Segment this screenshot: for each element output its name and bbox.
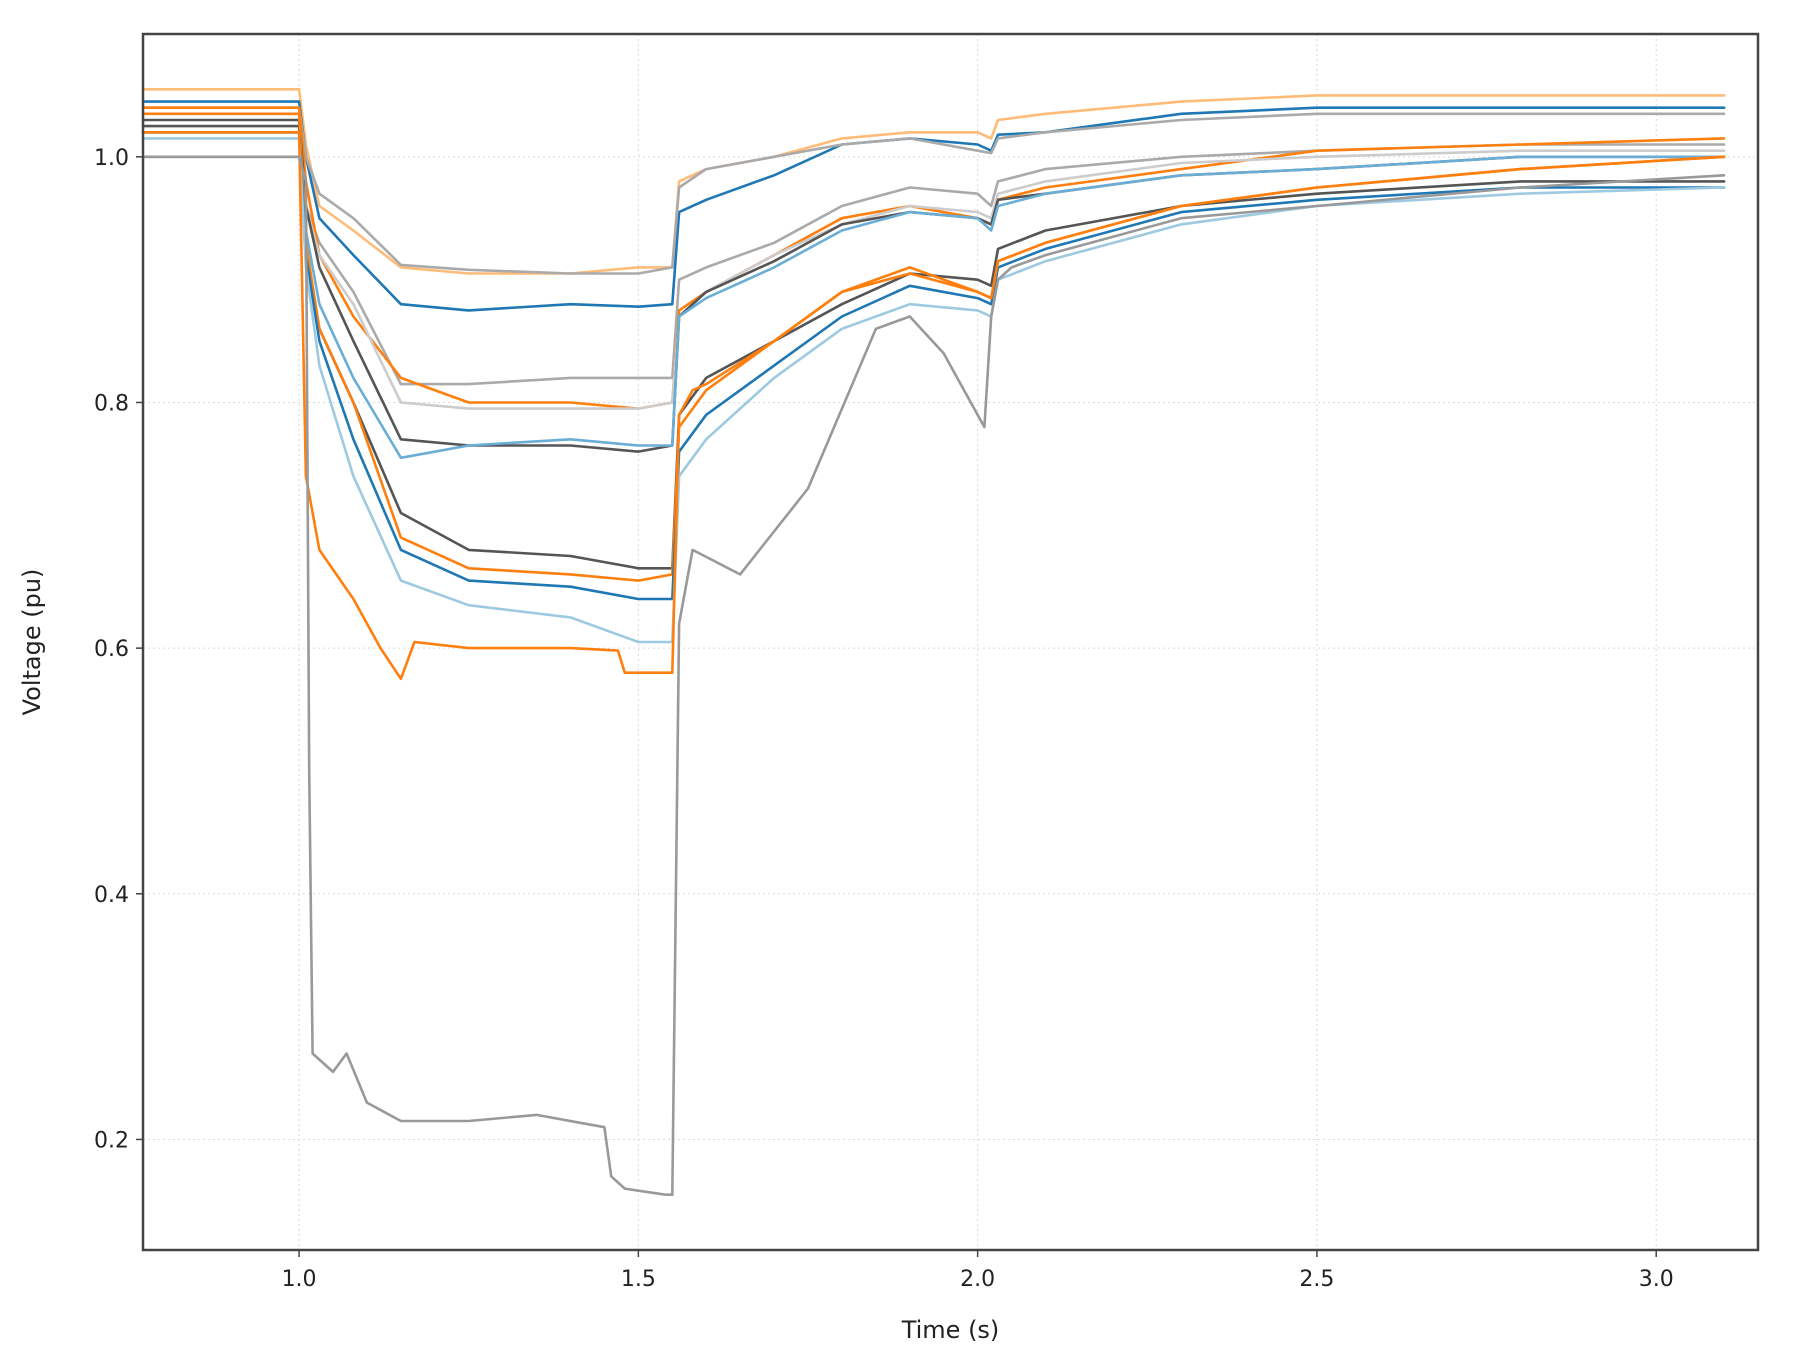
y-tick-label: 0.8 <box>94 391 129 416</box>
x-tick-label: 3.0 <box>1639 1267 1674 1292</box>
x-tick-label: 1.0 <box>282 1267 317 1292</box>
series-line-8 <box>141 131 1726 460</box>
series-line-3 <box>141 106 1726 275</box>
series-line-4 <box>141 143 1726 386</box>
plot-frame <box>141 32 1760 1252</box>
y-tick-label: 0.4 <box>94 883 129 908</box>
series-line-2 <box>141 100 1726 312</box>
x-axis-label: Time (s) <box>901 1316 1000 1344</box>
y-axis-label: Voltage (pu) <box>18 569 46 716</box>
series-group <box>141 88 1726 1196</box>
y-axis-ticks: 0.2 0.4 0.6 0.8 1.0 <box>94 146 143 1153</box>
x-tick-label: 1.5 <box>621 1267 656 1292</box>
gridlines <box>143 34 1758 1250</box>
y-tick-label: 1.0 <box>94 146 129 171</box>
y-tick-label: 0.6 <box>94 637 129 662</box>
series-line-11 <box>141 131 1726 601</box>
y-tick-label: 0.2 <box>94 1128 129 1153</box>
series-line-14 <box>141 155 1726 1196</box>
x-tick-label: 2.5 <box>1299 1267 1334 1292</box>
series-line-13 <box>141 131 1726 681</box>
x-tick-label: 2.0 <box>960 1267 995 1292</box>
x-axis-ticks: 1.0 1.5 2.0 2.5 3.0 <box>282 1250 1674 1292</box>
series-line-12 <box>141 137 1726 644</box>
